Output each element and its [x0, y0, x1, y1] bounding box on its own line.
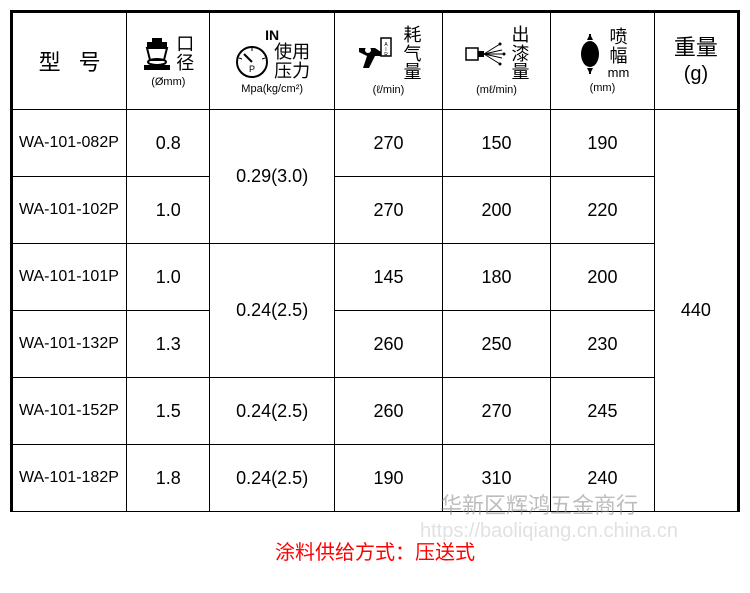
header-width: 喷 幅 mm (mm) — [551, 13, 655, 110]
header-pressure-top: IN — [265, 27, 279, 43]
svg-text:R: R — [385, 52, 389, 58]
cell-width: 190 — [551, 110, 655, 177]
pattern-width-icon — [576, 32, 604, 76]
header-air: A I R 耗 气 量 (ℓ/mi — [334, 13, 442, 110]
cell-width: 230 — [551, 311, 655, 378]
cell-width: 220 — [551, 177, 655, 244]
header-diameter-unit: (Ømm) — [151, 76, 185, 88]
header-diameter-label: 口径 — [176, 35, 194, 73]
cell-paint: 150 — [443, 110, 551, 177]
header-pressure-label: 使用 压力 — [274, 43, 310, 81]
cell-pressure: 0.29(3.0) — [210, 110, 335, 244]
cell-diameter: 1.0 — [127, 177, 210, 244]
header-weight-unit: (g) — [684, 63, 708, 86]
spray-gun-icon: A I R — [355, 32, 399, 76]
table-row: WA-101-102P1.0 270200220 — [13, 177, 738, 244]
table-row: WA-101-182P1.80.24(2.5)190310240 — [13, 445, 738, 512]
table-row: WA-101-132P1.3 260250230 — [13, 311, 738, 378]
cell-air: 145 — [334, 244, 442, 311]
cell-model: WA-101-132P — [13, 311, 127, 378]
header-paint: 出 漆 量 (mℓ/min) — [443, 13, 551, 110]
header-paint-label: 出 漆 量 — [512, 26, 530, 83]
header-air-label: 耗 气 量 — [403, 26, 421, 83]
header-pressure: IN P — [210, 13, 335, 110]
paint-spray-icon — [464, 34, 508, 74]
cell-width: 200 — [551, 244, 655, 311]
header-weight: 重量 (g) — [654, 13, 737, 110]
svg-text:P: P — [249, 64, 255, 74]
header-model-label: 型 号 — [33, 50, 107, 75]
cell-diameter: 1.0 — [127, 244, 210, 311]
cell-model: WA-101-182P — [13, 445, 127, 512]
cell-width: 240 — [551, 445, 655, 512]
cell-pressure: 0.24(2.5) — [210, 378, 335, 445]
cell-model: WA-101-082P — [13, 110, 127, 177]
header-diameter: 口径 (Ømm) — [127, 13, 210, 110]
cell-diameter: 1.3 — [127, 311, 210, 378]
cell-air: 260 — [334, 311, 442, 378]
cell-pressure: 0.24(2.5) — [210, 244, 335, 378]
table-row: WA-101-082P0.80.29(3.0)270150190440 — [13, 110, 738, 177]
header-model: 型 号 — [13, 13, 127, 110]
cell-width: 245 — [551, 378, 655, 445]
cell-paint: 200 — [443, 177, 551, 244]
header-air-unit: (ℓ/min) — [373, 84, 405, 96]
cell-model: WA-101-101P — [13, 244, 127, 311]
header-weight-label: 重量 — [674, 36, 718, 60]
cell-diameter: 0.8 — [127, 110, 210, 177]
cell-air: 190 — [334, 445, 442, 512]
cell-diameter: 1.8 — [127, 445, 210, 512]
cell-paint: 180 — [443, 244, 551, 311]
cell-paint: 270 — [443, 378, 551, 445]
cell-paint: 310 — [443, 445, 551, 512]
header-width-unit: (mm) — [590, 82, 616, 94]
table-row: WA-101-101P1.00.24(2.5)145180200 — [13, 244, 738, 311]
footer-note: 涂料供给方式：压送式 — [10, 536, 740, 565]
header-pressure-unit: Mpa(kg/cm²) — [241, 83, 303, 95]
cell-model: WA-101-102P — [13, 177, 127, 244]
header-width-label: 喷 幅 mm — [608, 28, 630, 79]
cell-diameter: 1.5 — [127, 378, 210, 445]
nozzle-icon — [142, 34, 172, 74]
cell-air: 270 — [334, 110, 442, 177]
table-row: WA-101-152P1.50.24(2.5)260270245 — [13, 378, 738, 445]
cell-paint: 250 — [443, 311, 551, 378]
gauge-icon: P — [234, 44, 270, 80]
cell-weight: 440 — [654, 110, 737, 512]
spec-table: 型 号 — [12, 12, 738, 512]
header-paint-unit: (mℓ/min) — [476, 84, 517, 96]
cell-air: 260 — [334, 378, 442, 445]
cell-model: WA-101-152P — [13, 378, 127, 445]
cell-air: 270 — [334, 177, 442, 244]
cell-pressure: 0.24(2.5) — [210, 445, 335, 512]
